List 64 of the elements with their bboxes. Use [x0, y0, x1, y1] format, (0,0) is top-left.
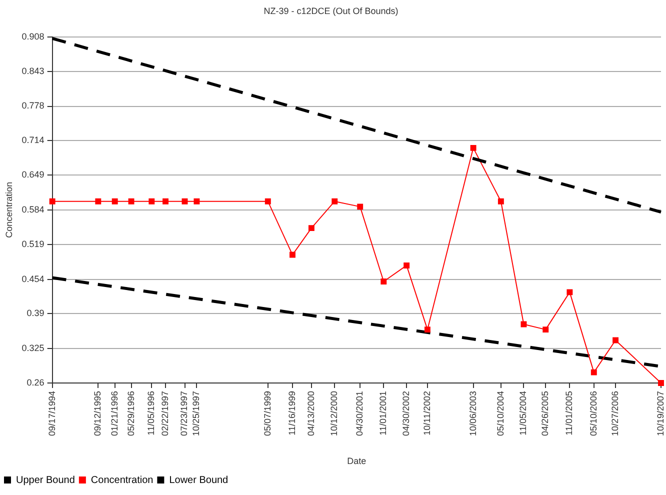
x-tick-label: 11/05/2004: [518, 391, 528, 436]
x-tick-label: 11/01/2001: [378, 391, 388, 436]
x-tick-label: 04/30/2001: [354, 391, 365, 436]
y-tick-label: 0.908: [22, 31, 44, 42]
point: [95, 198, 102, 204]
x-tick-label: 10/27/2006: [610, 391, 620, 436]
x-tick-label: 09/17/1994: [46, 391, 57, 436]
point: [612, 337, 619, 344]
x-tick-label: 07/23/1997: [179, 391, 190, 436]
y-tick-label: 0.584: [22, 204, 44, 214]
point: [542, 326, 549, 333]
point: [424, 326, 430, 333]
x-tick-label: 02/22/1997: [160, 391, 170, 436]
x-tick-label: 11/01/2005: [564, 391, 574, 436]
y-tick-label: 0.843: [22, 66, 44, 76]
point: [128, 198, 134, 204]
x-tick-label: 04/30/2002: [401, 391, 412, 436]
point: [194, 198, 200, 204]
point: [357, 204, 364, 210]
point: [148, 198, 155, 204]
point: [590, 369, 597, 376]
x-tick-label: 11/05/1996: [146, 391, 156, 436]
x-tick-label: 05/29/1996: [126, 391, 136, 436]
chart-title: NZ-39 - c12DCE (Out Of Bounds): [264, 6, 398, 16]
x-tick-label: 04/26/2005: [540, 391, 550, 436]
x-tick-label: 05/07/1999: [262, 391, 272, 436]
x-tick-label: 01/21/1996: [109, 391, 120, 436]
y-tick-label: 0.39: [26, 308, 44, 318]
y-tick-label: 0.26: [26, 377, 44, 388]
point: [112, 198, 118, 204]
point: [162, 198, 168, 204]
x-tick-label: 09/12/1995: [92, 391, 103, 436]
x-tick-label: 04/13/2000: [306, 391, 316, 436]
y-tick-label: 0.778: [22, 100, 44, 111]
y-tick-label: 0.519: [22, 239, 44, 250]
y-tick-label: 0.649: [22, 170, 44, 180]
point: [264, 198, 271, 204]
point: [332, 198, 338, 204]
point: [182, 198, 188, 204]
point: [498, 198, 504, 204]
legend-label: Upper Bound: [16, 474, 75, 486]
legend-label: Concentration: [90, 474, 154, 486]
x-tick-label: 05/10/2004: [495, 391, 506, 436]
point: [380, 278, 387, 284]
y-tick-label: 0.454: [22, 274, 44, 284]
y-axis-title: Concentration: [4, 182, 14, 238]
x-tick-label: 05/10/2006: [588, 391, 598, 436]
y-tick-label: 0.325: [22, 342, 44, 353]
legend-label: Lower Bound: [169, 474, 228, 486]
x-axis-title: Date: [347, 456, 366, 466]
x-tick-label: 11/16/1999: [286, 391, 297, 436]
y-tick-label: 0.714: [22, 134, 44, 145]
x-tick-label: 10/06/2003: [468, 391, 478, 436]
point: [566, 289, 573, 296]
point: [290, 252, 296, 258]
x-tick-label: 10/19/2007: [655, 391, 666, 436]
point: [658, 380, 664, 386]
x-tick-label: 10/25/1997: [191, 391, 202, 436]
point: [404, 262, 410, 268]
point: [49, 198, 56, 204]
x-tick-label: 10/11/2002: [422, 391, 432, 436]
x-tick-label: 10/12/2000: [329, 391, 340, 436]
point: [470, 144, 476, 151]
point: [308, 225, 314, 232]
